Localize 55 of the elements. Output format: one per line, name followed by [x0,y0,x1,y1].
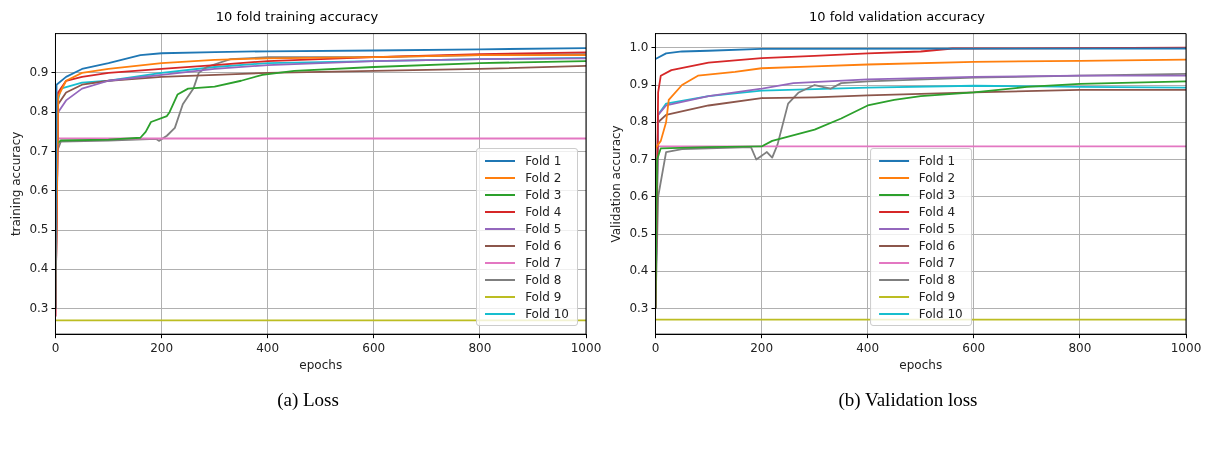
y-tick-label: 0.5 [29,222,49,237]
y-tick-label: 0.9 [629,77,649,92]
legend-label: Fold 5 [918,221,956,236]
x-tick-label: 400 [256,340,280,355]
x-tick-label: 0 [51,340,60,355]
y-tick-label: 0.5 [629,226,649,241]
x-tick-label: 600 [962,340,986,355]
x-tick-label: 1000 [570,340,602,355]
text: (a) Loss [276,389,340,411]
chart-title: 10 fold validation accuracy [809,9,986,25]
text: (b) Validation loss [837,389,979,411]
legend-label: Fold 9 [525,289,562,304]
legend-label: Fold 8 [918,272,956,287]
x-tick-label: 800 [468,340,492,355]
x-tick-label: 800 [1068,340,1092,355]
legend-label: Fold 5 [525,221,562,236]
x-axis-title: epochs [299,357,343,372]
y-tick-label: 1.0 [629,39,649,54]
y-axis-title: Validation accuracy [609,125,624,243]
legend-label: Fold 1 [525,153,562,168]
x-tick-label: 0 [651,340,660,355]
legend-label: Fold 9 [918,289,956,304]
legend-label: Fold 4 [525,204,562,219]
y-tick-label: 0.3 [29,300,49,315]
legend-label: Fold 7 [918,255,956,270]
legend-label: Fold 6 [525,238,562,253]
y-tick-label: 0.9 [29,65,49,80]
x-tick-label: 200 [750,340,774,355]
y-tick-label: 0.8 [29,104,49,119]
legend-label: Fold 2 [918,170,956,185]
y-tick-label: 0.4 [629,263,649,278]
chart-title: 10 fold training accuracy [215,9,379,25]
y-tick-label: 0.3 [629,300,649,315]
x-axis-title: epochs [899,357,943,372]
y-tick-label: 0.6 [629,188,649,203]
legend-label: Fold 7 [525,255,562,270]
x-tick-label: 1000 [1170,340,1202,355]
legend-label: Fold 10 [918,306,963,321]
legend-label: Fold 10 [525,306,569,321]
legend-label: Fold 4 [918,204,956,219]
legend-label: Fold 6 [918,238,956,253]
y-tick-label: 0.7 [29,143,49,158]
legend-label: Fold 3 [918,187,956,202]
legend-label: Fold 3 [525,187,562,202]
x-tick-label: 400 [856,340,880,355]
x-tick-label: 200 [150,340,174,355]
legend-label: Fold 2 [525,170,562,185]
y-axis-title: training accuracy [9,131,24,237]
y-tick-label: 0.8 [629,114,649,129]
x-tick-label: 600 [362,340,386,355]
legend-label: Fold 8 [525,272,562,287]
y-tick-label: 0.4 [29,261,49,276]
y-tick-label: 0.6 [29,182,49,197]
y-tick-label: 0.7 [629,151,649,166]
legend-label: Fold 1 [918,153,956,168]
